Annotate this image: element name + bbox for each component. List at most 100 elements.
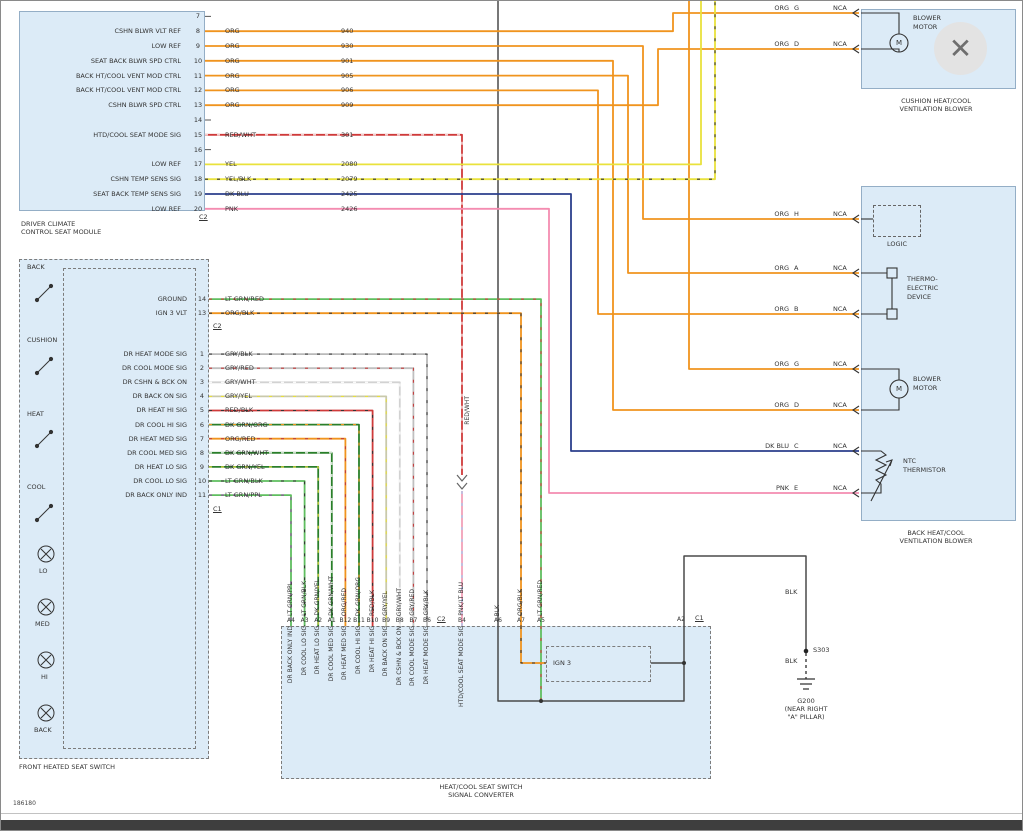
pin-signal-label: IGN 3 VLT — [155, 309, 187, 318]
switch-name: FRONT HEATED SEAT SWITCH — [19, 763, 116, 771]
wire-color-label: RED/WHT — [225, 130, 257, 139]
wire-color-label: LT GRN/PPL — [225, 490, 262, 499]
converter-pin-b4: PNK/LT BLU B4 HTD/COOL SEAT MODE SIG — [455, 541, 469, 707]
pin-signal-label: LOW REF — [151, 160, 181, 169]
wire-color-label: YEL/BLK — [225, 175, 252, 184]
switch-pin-row: DR COOL MODE SIG 2 GRY/RED — [21, 361, 351, 375]
seat-switch-inner-box — [63, 268, 196, 749]
ntc-arrow — [870, 459, 893, 502]
converter-pin-column: DK GRN/WHT A1 DR COOL MED SIG — [325, 541, 339, 686]
logic-label: LOGIC — [887, 240, 907, 248]
ntc-line2: THERMISTOR — [903, 466, 946, 474]
circuit-number: 2079 — [341, 175, 358, 184]
module-pin-row: 7 — [21, 9, 421, 24]
pin-number: A5 — [537, 617, 545, 624]
pin-signal-label: DR HEAT MED SIG — [128, 434, 187, 443]
switch-wires — [209, 298, 542, 626]
module-pin-row: CSHN BLWR VLT REF 8 ORG 940 — [21, 24, 421, 39]
pin-number: B7 — [409, 617, 418, 624]
wire-label-zone: GRY/WHT — [396, 541, 403, 616]
module-pin-row: SEAT BACK BLWR SPD CTRL 10 ORG 901 — [21, 53, 421, 68]
circuit-number: 301 — [341, 130, 354, 139]
wire-org-906 — [205, 89, 859, 315]
signal-converter-box — [281, 626, 711, 779]
wire-color-label: ORG — [225, 27, 240, 36]
wire-org-blk-stripe — [209, 312, 522, 626]
wire-yel-2080 — [205, 1, 702, 166]
pin-number: B4 — [458, 617, 466, 624]
pin-signal-label: CSHN BLWR VLT REF — [114, 27, 181, 36]
cushion-blower-caption2: VENTILATION BLOWER — [899, 105, 973, 113]
wire-label-zone: GRY/BLK — [423, 541, 430, 616]
splice-dot — [682, 661, 686, 665]
pin-signal-label: DR COOL HI SIG — [135, 420, 187, 429]
ground-location-line2: "A" PILLAR) — [787, 713, 825, 721]
pin-number: B12 — [339, 617, 352, 624]
wire-color-label: RED/BLK — [368, 590, 376, 616]
pin-signal-label: BACK HT/COOL VENT MOD CTRL — [75, 86, 181, 95]
module-pin-row: LOW REF 20 PNK 2426 — [21, 201, 421, 216]
ground-g200-label: G200 — [797, 697, 815, 705]
signal-label-zone: DR HEAT HI SIG — [368, 626, 376, 673]
converter-left-pins: LT GRN/PPL A4 DR BACK ONLY IND LT GRN/BL… — [284, 541, 434, 686]
wire-dk-blu-2425 — [205, 193, 859, 452]
converter-pin-column: RED/BLK B10 DR HEAT HI SIG — [366, 541, 380, 686]
pin-letter: A — [794, 264, 799, 272]
converter-pin-column: GRY/BLK B6 DR HEAT MODE SIG — [420, 541, 434, 686]
circuit-number: 940 — [341, 27, 354, 36]
frame-divider — [1, 813, 1022, 814]
wire-red-wht-301-stripe — [205, 134, 463, 475]
module-wires — [205, 1, 859, 626]
pin-signal-label: CSHN TEMP SENS SIG — [110, 175, 181, 184]
switch-pin-row: DR HEAT MODE SIG 1 GRY/BLK — [21, 347, 351, 361]
signal-label: DR HEAT MODE SIG — [422, 626, 430, 685]
wire-label-zone: DK GRN/WHT — [328, 541, 335, 616]
pin-number: 14 — [193, 115, 203, 124]
pin-number: B8 — [395, 617, 404, 624]
wire-label-zone: GRY/YEL — [382, 541, 389, 616]
switch-pin-row: DR BACK ONLY IND 11 LT GRN/PPL — [21, 488, 351, 502]
terminal-label: NCA — [833, 4, 847, 12]
wire-lt-grn-red-stripe — [209, 298, 542, 626]
switch-pin-row: DR COOL HI SIG 6 DK GRN/ORG — [21, 417, 351, 431]
wire-color-label: PNK/LT BLU — [458, 582, 465, 616]
ground-location-line1: (NEAR RIGHT — [784, 705, 828, 713]
wire-org-940 — [205, 12, 859, 33]
module-connector-label: C2 — [199, 213, 208, 221]
close-button[interactable]: ✕ — [934, 22, 987, 75]
wire-label-zone: LT GRN/BLK — [301, 541, 308, 616]
converter-pin-a7: ORG/BLK A7 — [514, 541, 528, 626]
wire-gry-yel — [209, 395, 388, 626]
signal-label-zone: DR COOL MED SIG — [328, 626, 335, 681]
signal-label: DR HEAT LO SIG — [314, 626, 322, 675]
wire-org-905 — [205, 74, 859, 274]
cushion-motor-symbol — [889, 33, 909, 53]
thermo-stubs — [861, 272, 893, 315]
signal-label: DR COOL LO SIG — [300, 626, 308, 676]
pin-number: 11 — [197, 490, 207, 499]
terminal-label: NCA — [833, 360, 847, 368]
blk-wire-label-2: BLK — [785, 657, 798, 665]
wire-color-label: DK BLU — [225, 189, 249, 198]
pin-signal-label: BACK HT/COOL VENT MOD CTRL — [75, 71, 181, 80]
switch-pin-row: DR BACK ON SIG 4 GRY/YEL — [21, 389, 351, 403]
pin-letter: H — [794, 210, 799, 218]
wire-org-901 — [205, 59, 859, 411]
switch-pin-row: DR COOL LO SIG 10 LT GRN/BLK — [21, 474, 351, 488]
circuit-number: 906 — [341, 86, 354, 95]
pin-number: 6 — [199, 420, 205, 429]
wire-dkgrn-wht-stripe — [209, 452, 333, 626]
ntc-line1: NTC — [903, 457, 916, 465]
converter-pin-column: ORG/RED B12 DR HEAT MED SIG — [339, 541, 353, 686]
signal-label-zone: DR COOL MODE SIG — [409, 626, 416, 686]
back-blower-caption2: VENTILATION BLOWER — [899, 537, 973, 545]
wire-color-label: ORG — [774, 305, 789, 313]
wire-label-zone: DK GRN/ORG — [355, 541, 362, 616]
wire-color-label: ORG — [774, 264, 789, 272]
wire-color-label: ORG — [225, 41, 240, 50]
wire-ltgrn-ppl — [209, 494, 292, 626]
pin-letter: G — [794, 360, 800, 368]
switch-pin-row: DR HEAT LO SIG 9 DK GRN/YEL — [21, 460, 351, 474]
module-pin-row: LOW REF 9 ORG 930 — [21, 39, 421, 54]
signal-label: DR HEAT HI SIG — [368, 626, 376, 673]
